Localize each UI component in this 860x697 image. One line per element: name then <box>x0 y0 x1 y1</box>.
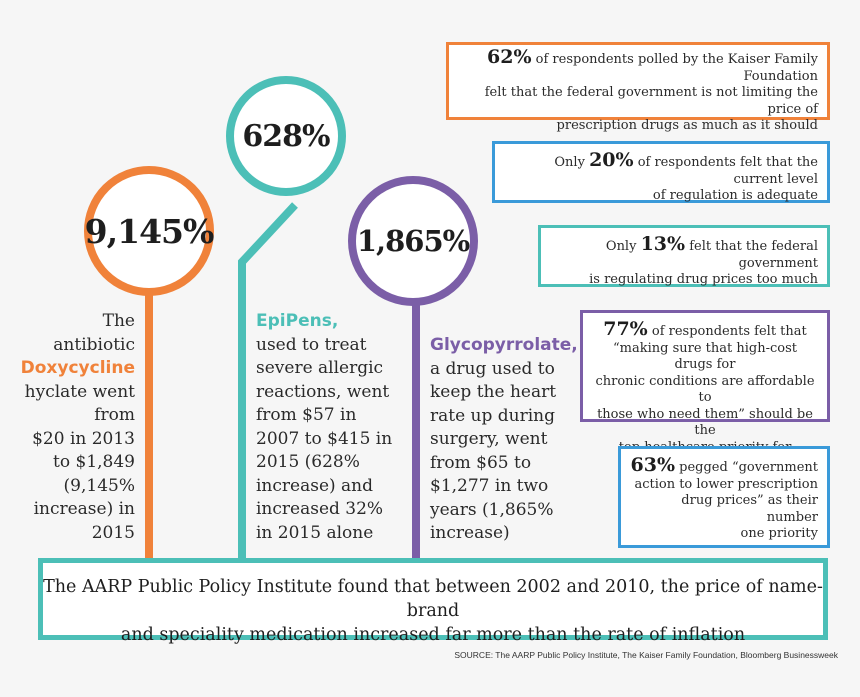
drug-name: Doxycycline <box>20 358 135 378</box>
story-epipens: EpiPens, used to treat severe allergic r… <box>256 310 406 545</box>
survey-box-77: 77% of respondents felt that “making sur… <box>580 310 830 471</box>
stat-value: 1,865% <box>356 224 470 258</box>
stat-value: 9,145% <box>84 211 215 251</box>
survey-box-20: Only 20% of respondents felt that the cu… <box>492 141 830 203</box>
survey-pct: 63% <box>630 454 676 476</box>
stat-circle-doxycycline: 9,145% <box>84 166 214 296</box>
stat-circle-glycopyrrolate: 1,865% <box>348 176 478 306</box>
stat-circle-epipens: 628% <box>226 76 346 196</box>
survey-box-13: Only 13% felt that the federal governmen… <box>538 225 830 287</box>
survey-box-63: 63% pegged “government action to lower p… <box>618 446 830 548</box>
summary-line-1: The AARP Public Policy Institute found t… <box>43 577 823 621</box>
survey-pct: 20% <box>589 149 634 171</box>
survey-pct: 62% <box>487 46 532 68</box>
story-doxycycline: The antibiotic Doxycycline hyclate went … <box>20 311 135 543</box>
survey-box-62: 62% of respondents polled by the Kaiser … <box>446 42 830 133</box>
drug-name: EpiPens, <box>256 311 339 331</box>
purple-stem <box>412 290 420 560</box>
stat-value: 628% <box>242 118 330 154</box>
summary-box: The AARP Public Policy Institute found t… <box>38 558 828 645</box>
orange-stem <box>145 290 153 560</box>
survey-pct: 77% <box>603 318 648 340</box>
drug-name: Glycopyrrolate, <box>430 335 578 355</box>
summary-line-2: and speciality medication increased far … <box>120 625 746 645</box>
story-glycopyrrolate: Glycopyrrolate, a drug used to keep the … <box>430 334 580 546</box>
survey-pct: 13% <box>640 233 686 255</box>
source-note: SOURCE: The AARP Public Policy Institute… <box>454 650 838 660</box>
